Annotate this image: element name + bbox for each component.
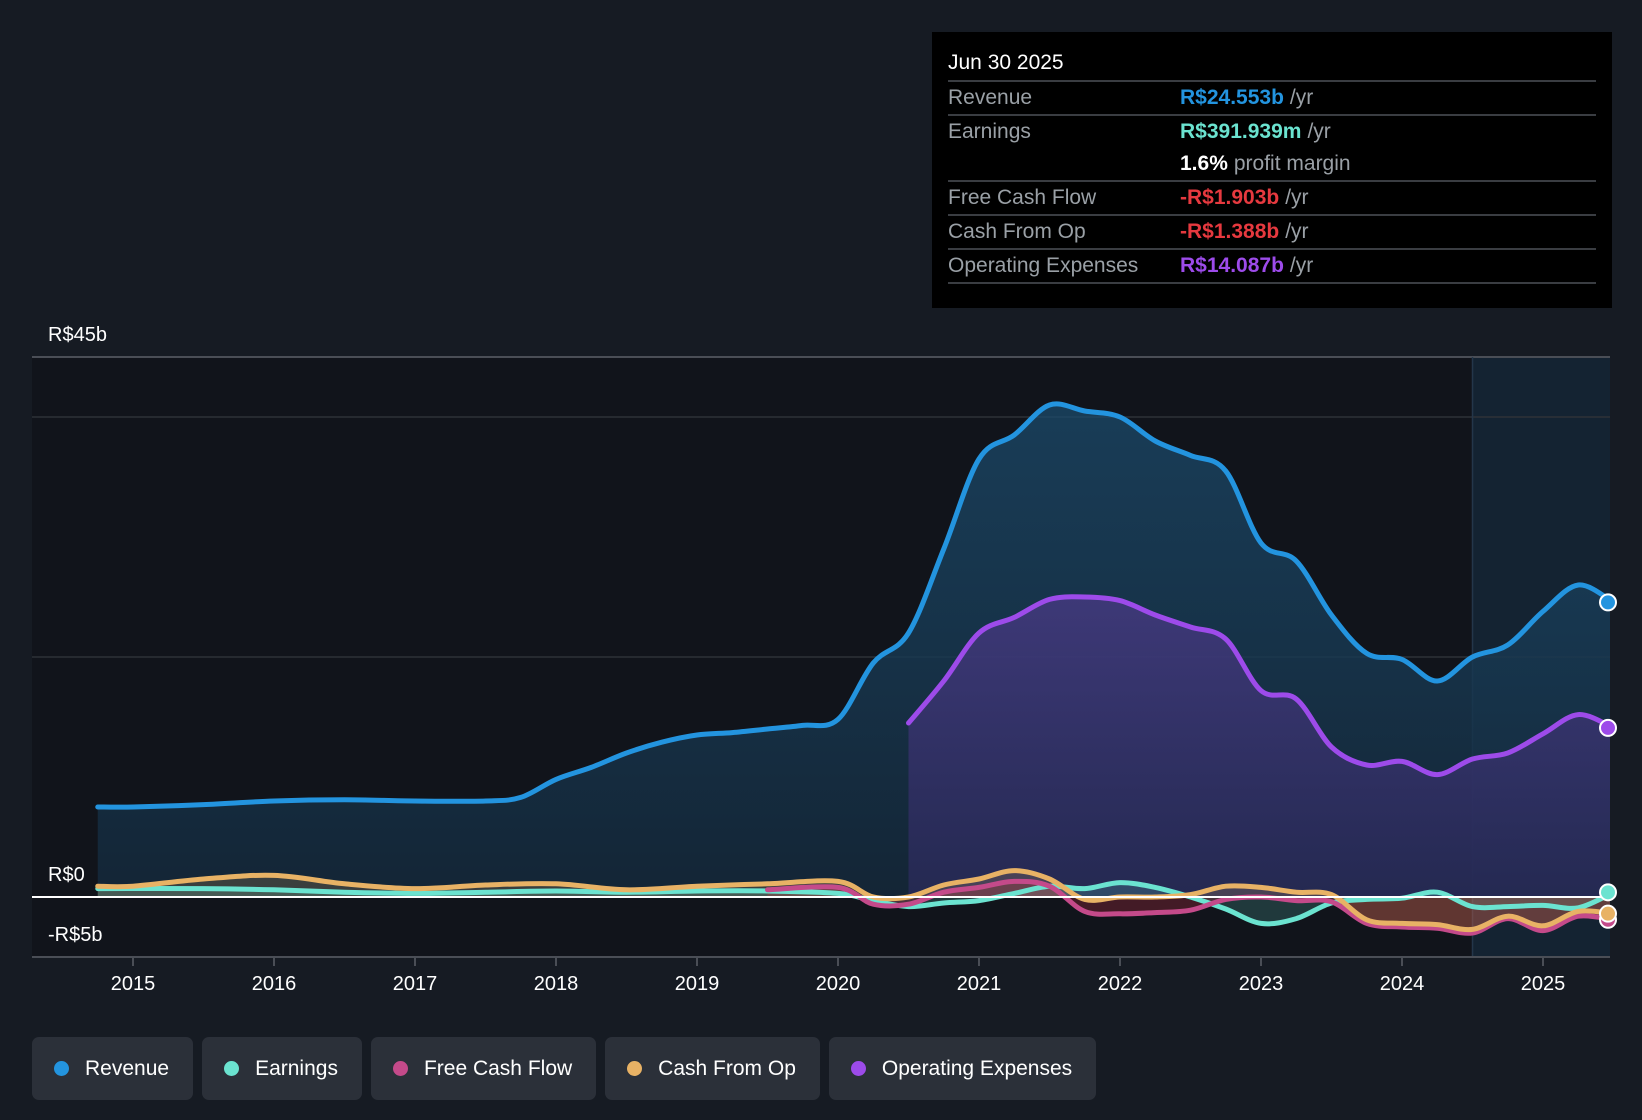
- legend: Revenue Earnings Free Cash Flow Cash From O…: [32, 1037, 1097, 1100]
- tooltip-row: Cash From Op -R$1.388b/yr: [948, 216, 1596, 250]
- x-tick-label: 2024: [1380, 973, 1425, 995]
- tooltip-row-value: -R$1.388b: [1180, 220, 1280, 243]
- tooltip-row-unit: /yr: [1289, 86, 1314, 109]
- y-tick-label: R$0: [48, 864, 85, 886]
- tooltip-row: Earnings R$391.939m/yr: [948, 116, 1596, 148]
- tooltip-row-label: Free Cash Flow: [948, 186, 1097, 209]
- tooltip-row: Revenue R$24.553b/yr: [948, 82, 1596, 116]
- x-tick-label: 2019: [675, 973, 720, 995]
- tooltip-date: Jun 30 2025: [948, 46, 1596, 82]
- tooltip-row-label: [948, 148, 1180, 180]
- tooltip-row-label: Revenue: [948, 86, 1033, 109]
- tooltip-row: Operating Expenses R$14.087b/yr: [948, 250, 1596, 284]
- legend-label: Revenue: [85, 1056, 170, 1080]
- tooltip-row-value: -R$1.903b: [1180, 186, 1280, 209]
- tooltip-row: Free Cash Flow -R$1.903b/yr: [948, 182, 1596, 216]
- revenue-end-marker: [1599, 593, 1617, 612]
- x-tick-label: 2022: [1098, 973, 1143, 995]
- tooltip-row-unit: /yr: [1285, 220, 1309, 243]
- free-cash-flow-area: [767, 881, 1610, 934]
- cash-from-op-end-marker: [1599, 904, 1617, 923]
- tooltip-row-value: R$24.553b: [1180, 86, 1284, 109]
- tooltip-row-label: Earnings: [948, 120, 1031, 143]
- tooltip-row-value: R$14.087b: [1180, 254, 1284, 277]
- y-tick-label: R$45b: [48, 324, 107, 346]
- x-tick-label: 2017: [393, 973, 438, 995]
- tooltip-row-label: Cash From Op: [948, 220, 1086, 243]
- legend-item-revenue[interactable]: Revenue: [32, 1037, 194, 1100]
- legend-dot-icon: [392, 1061, 408, 1076]
- x-tick-label: 2023: [1239, 973, 1284, 995]
- tooltip-row-unit: /yr: [1289, 254, 1314, 277]
- operating-expenses-area: [908, 596, 1610, 897]
- free-cash-flow-line: [765, 878, 1610, 936]
- legend-item-earnings[interactable]: Earnings: [202, 1037, 362, 1100]
- tooltip-row-unit: /yr: [1307, 120, 1331, 143]
- x-tick-label: 2016: [252, 973, 297, 995]
- legend-item-cash-from-op[interactable]: Cash From Op: [605, 1037, 820, 1100]
- tooltip-row-value: R$391.939m: [1180, 120, 1302, 143]
- earnings-end-marker: [1599, 883, 1617, 902]
- tooltip-row-unit: /yr: [1285, 186, 1309, 209]
- legend-dot-icon: [224, 1061, 240, 1076]
- x-tick-label: 2021: [957, 973, 1002, 995]
- revenue-line: [95, 401, 1610, 810]
- x-tick-label: 2018: [534, 973, 579, 995]
- tooltip-row-value: 1.6%: [1180, 152, 1228, 175]
- tooltip-row-unit: profit margin: [1233, 152, 1351, 175]
- legend-label: Operating Expenses: [881, 1056, 1073, 1080]
- legend-label: Earnings: [255, 1056, 338, 1080]
- legend-dot-icon: [850, 1061, 866, 1076]
- tooltip-panel: Jun 30 2025 Revenue R$24.553b/yr Earnings R…: [932, 32, 1612, 308]
- x-tick-label: 2020: [816, 973, 861, 995]
- legend-label: Free Cash Flow: [423, 1056, 573, 1080]
- earnings-line: [95, 880, 1610, 927]
- operating-expenses-line: [906, 594, 1610, 778]
- operating-expenses-end-marker: [1599, 718, 1617, 737]
- legend-item-free-cash-flow[interactable]: Free Cash Flow: [370, 1037, 597, 1100]
- legend-label: Cash From Op: [658, 1056, 796, 1080]
- chart: R$45b R$0 -R$5b 2015 2016 2017 2018 2019 2020 202…: [32, 324, 1617, 995]
- legend-dot-icon: [54, 1061, 69, 1076]
- x-tick-label: 2015: [111, 973, 156, 995]
- x-tick-label: 2025: [1521, 973, 1566, 995]
- y-tick-label: -R$5b: [48, 924, 102, 946]
- tooltip-row: 1.6% profit margin: [948, 148, 1596, 182]
- cash-from-op-line: [95, 868, 1610, 933]
- legend-item-operating-expenses[interactable]: Operating Expenses: [828, 1037, 1097, 1100]
- legend-dot-icon: [627, 1061, 643, 1076]
- tooltip-row-label: Operating Expenses: [948, 254, 1139, 277]
